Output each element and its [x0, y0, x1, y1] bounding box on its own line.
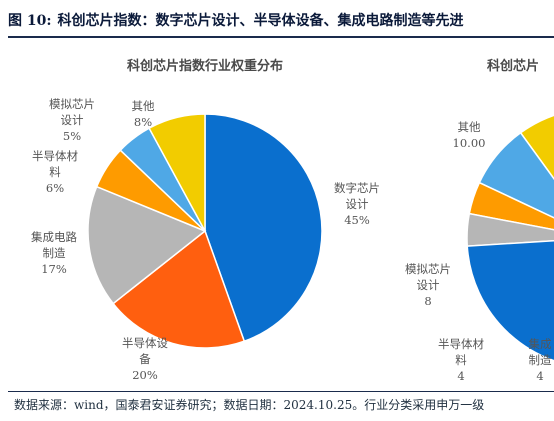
chart-1-label-5-line-1: 8% — [134, 115, 152, 129]
chart-1-label-2: 集成电路制造 17% — [31, 230, 77, 276]
chart-2-slice-4 — [466, 239, 554, 362]
chart-1-label-3-line-0: 半导体材 — [32, 149, 78, 163]
chart-2-label-1-line-2: 8 — [424, 294, 431, 308]
chart-1-label-5-line-0: 其他 — [132, 99, 155, 113]
chart-2-label-0: 其他 10.00 — [453, 120, 486, 150]
chart-1-label-4-line-0: 模拟芯片 — [49, 97, 95, 111]
chart-1-label-0: 数字芯片设计 45% — [334, 181, 380, 227]
chart-2-label-2: 半导体材料 4 — [438, 337, 484, 383]
chart-1-label-2-line-0: 集成电路 — [31, 230, 77, 244]
chart-2-labels: 其他 10.00 模拟芯片设计 8 半导体材料 4 集成制造 4 — [405, 120, 552, 383]
chart-1-label-0-line-1: 设计 — [346, 197, 369, 211]
figure-title: 图 10: 科创芯片指数：数字芯片设计、半导体设备、集成电路制造等先进 — [8, 10, 464, 30]
chart-1-label-2-line-1: 制造 — [43, 246, 66, 260]
chart-1-label-4-line-2: 5% — [63, 129, 81, 143]
chart-1-pie — [87, 113, 323, 349]
chart-2-label-1: 模拟芯片设计 8 — [405, 262, 451, 308]
chart-1-title: 科创芯片指数行业权重分布 — [127, 58, 283, 74]
chart-2-label-3-line-0: 集成 — [529, 337, 552, 351]
chart-1-label-3: 半导体材料 6% — [32, 149, 78, 195]
chart-1-label-3-line-2: 6% — [46, 181, 64, 195]
chart-2-label-0-line-0: 其他 — [458, 120, 481, 134]
chart-1-label-2-line-2: 17% — [41, 262, 67, 276]
figure-title-text: 科创芯片指数：数字芯片设计、半导体设备、集成电路制造等先进 — [57, 13, 464, 29]
chart-1-label-3-line-1: 料 — [49, 165, 61, 179]
chart-2-label-1-line-0: 模拟芯片 — [405, 262, 451, 276]
chart-2-label-3: 集成制造 4 — [529, 337, 552, 383]
chart-2-title: 科创芯片 — [487, 58, 539, 74]
chart-1-label-0-line-0: 数字芯片 — [334, 181, 380, 195]
chart-1-slice-0 — [204, 113, 323, 343]
chart-1-label-5: 其他 8% — [132, 99, 155, 129]
chart-1-slice-5 — [148, 113, 206, 232]
chart-2-label-2-line-1: 料 — [455, 353, 467, 367]
chart-1-label-4: 模拟芯片设计 5% — [49, 97, 95, 143]
chart-1-label-1-line-2: 20% — [132, 368, 158, 382]
chart-2-label-3-line-1: 制造 — [529, 353, 552, 367]
chart-1-label-0-line-2: 45% — [344, 213, 370, 227]
chart-2-label-2-line-2: 4 — [457, 369, 464, 383]
chart-1-labels: 数字芯片设计 45%半导体设备 20%集成电路制造 17%半导体材料 6%模拟芯片设计 5… — [31, 97, 380, 382]
chart-1-label-1: 半导体设备 20% — [122, 336, 168, 382]
chart-1-label-1-line-0: 半导体设 — [122, 336, 168, 350]
chart-1-slice-2 — [87, 185, 207, 305]
chart-2-pie — [466, 114, 554, 362]
chart-2-slice-0 — [519, 114, 554, 181]
source-rule — [8, 391, 554, 392]
chart-2-label-0-line-1: 10.00 — [453, 136, 486, 150]
chart-1-slice-1 — [112, 229, 246, 349]
chart-2-label-1-line-1: 设计 — [417, 278, 440, 292]
chart-2-label-2-line-0: 半导体材 — [438, 337, 484, 351]
figure-number: 图 10: — [8, 13, 52, 29]
chart-1-label-4-line-1: 设计 — [61, 113, 84, 127]
title-rule — [8, 36, 554, 38]
source-note: 数据来源：wind，国泰君安证券研究；数据日期：2024.10.25。行业分类采… — [14, 398, 485, 412]
chart-2-label-3-line-2: 4 — [536, 369, 543, 383]
chart-1-label-1-line-1: 备 — [139, 352, 151, 366]
